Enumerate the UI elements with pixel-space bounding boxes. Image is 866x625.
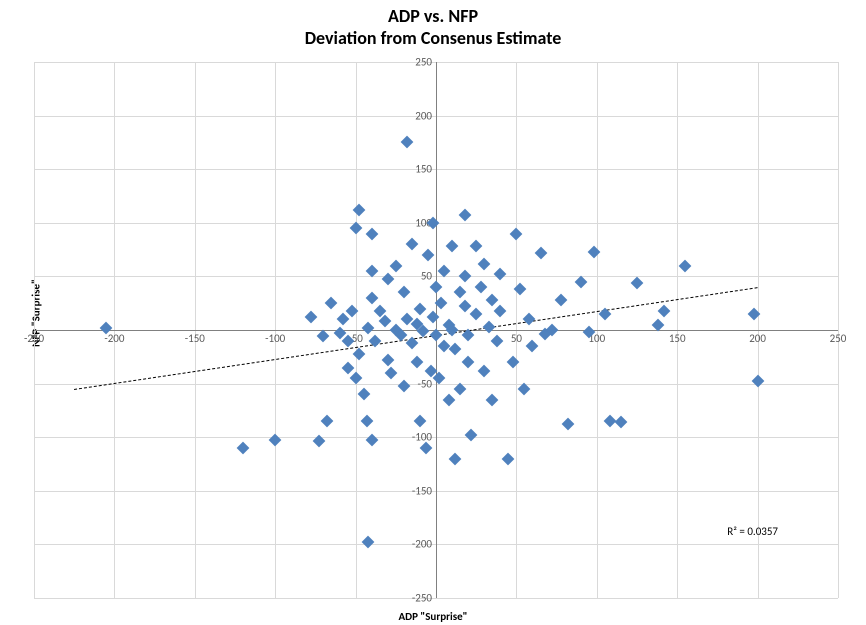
data-point — [454, 286, 467, 299]
data-point — [365, 227, 378, 240]
y-tick-label: 150 — [415, 163, 436, 176]
data-point — [486, 294, 499, 307]
data-point — [470, 240, 483, 253]
title-line-1: ADP vs. NFP — [0, 6, 866, 28]
data-point — [362, 321, 375, 334]
data-point — [449, 343, 462, 356]
data-point — [410, 356, 423, 369]
x-tick-label: -150 — [185, 332, 205, 345]
data-point — [475, 281, 488, 294]
data-point — [362, 536, 375, 549]
data-point — [465, 429, 478, 442]
data-point — [510, 227, 523, 240]
data-point — [478, 257, 491, 270]
y-tick-label: 200 — [415, 109, 436, 122]
x-tick-label: 250 — [830, 332, 847, 345]
data-point — [494, 304, 507, 317]
data-point — [449, 452, 462, 465]
data-point — [446, 240, 459, 253]
data-point — [438, 340, 451, 353]
data-point — [561, 418, 574, 431]
data-point — [317, 330, 330, 343]
plot-area: -250-200-150-100-5050100150200250-250-20… — [34, 62, 838, 598]
data-point — [470, 308, 483, 321]
data-point — [658, 304, 671, 317]
data-point — [360, 415, 373, 428]
data-point — [397, 286, 410, 299]
x-tick-label: -100 — [265, 332, 285, 345]
data-point — [346, 304, 359, 317]
data-point — [483, 320, 496, 333]
data-point — [381, 272, 394, 285]
data-point — [587, 245, 600, 258]
x-tick-label: 50 — [511, 332, 522, 345]
y-tick-label: -150 — [412, 484, 436, 497]
data-point — [507, 356, 520, 369]
y-tick-label: -200 — [412, 538, 436, 551]
data-point — [513, 283, 526, 296]
x-tick-label: -200 — [104, 332, 124, 345]
x-tick-label: 150 — [669, 332, 686, 345]
data-point — [406, 238, 419, 251]
data-point — [631, 276, 644, 289]
data-point — [442, 393, 455, 406]
data-point — [352, 204, 365, 217]
data-point — [751, 375, 764, 388]
data-point — [357, 388, 370, 401]
x-tick-label: -250 — [24, 332, 44, 345]
data-point — [397, 379, 410, 392]
trendline — [74, 287, 758, 390]
data-point — [414, 415, 427, 428]
data-point — [304, 311, 317, 324]
data-point — [502, 452, 515, 465]
gridline-horizontal — [34, 598, 838, 599]
data-point — [414, 302, 427, 315]
data-point — [526, 340, 539, 353]
gridline-vertical — [838, 62, 839, 598]
data-point — [422, 249, 435, 262]
data-point — [459, 300, 472, 313]
x-axis-label: ADP "Surprise" — [0, 610, 866, 623]
data-point — [269, 434, 282, 447]
data-point — [615, 416, 628, 429]
data-point — [748, 308, 761, 321]
data-point — [523, 313, 536, 326]
x-tick-label: 200 — [749, 332, 766, 345]
data-point — [478, 364, 491, 377]
y-tick-label: -250 — [412, 592, 436, 605]
data-point — [341, 361, 354, 374]
y-tick-label: 250 — [415, 56, 436, 69]
data-point — [555, 294, 568, 307]
chart-title: ADP vs. NFP Deviation from Consenus Esti… — [0, 6, 866, 49]
data-point — [389, 259, 402, 272]
scatter-chart: ADP vs. NFP Deviation from Consenus Esti… — [0, 0, 866, 625]
data-point — [459, 270, 472, 283]
data-point — [385, 367, 398, 380]
data-point — [237, 442, 250, 455]
data-point — [426, 311, 439, 324]
data-point — [381, 354, 394, 367]
r-squared-label: R² = 0.0357 — [727, 525, 778, 538]
data-point — [486, 393, 499, 406]
data-point — [352, 347, 365, 360]
data-point — [365, 434, 378, 447]
data-point — [365, 291, 378, 304]
data-point — [534, 246, 547, 259]
data-point — [459, 209, 472, 222]
data-point — [679, 259, 692, 272]
data-point — [491, 334, 504, 347]
data-point — [494, 268, 507, 281]
data-point — [462, 356, 475, 369]
data-point — [320, 415, 333, 428]
data-point — [325, 297, 338, 310]
data-point — [336, 313, 349, 326]
data-point — [401, 136, 414, 149]
title-line-2: Deviation from Consenus Estimate — [0, 28, 866, 50]
